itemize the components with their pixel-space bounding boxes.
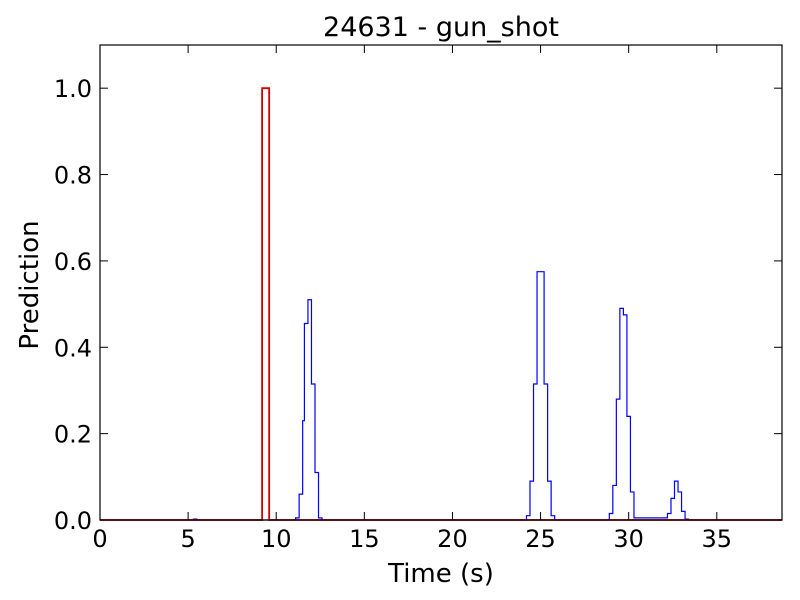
series-line-1: [100, 87, 782, 521]
y-tick-label: 0.8: [54, 162, 92, 190]
x-tick-label: 5: [180, 525, 195, 553]
x-tick-label: 20: [437, 525, 468, 553]
plot-area: [100, 87, 782, 521]
x-tick-label: 10: [261, 525, 292, 553]
series-line-0: [100, 271, 782, 521]
y-tick-label: 0.6: [54, 248, 92, 276]
chart-title: 24631 - gun_shot: [323, 12, 559, 43]
x-tick-label: 25: [525, 525, 556, 553]
x-axis-label: Time (s): [387, 559, 494, 589]
y-tick-label: 0.0: [54, 507, 92, 535]
y-tick-label: 0.4: [54, 334, 92, 362]
plot-frame: [99, 44, 783, 521]
y-tick-label: 0.2: [54, 421, 92, 449]
y-axis-label: Prediction: [15, 220, 45, 349]
x-tick-label: 30: [613, 525, 644, 553]
y-tick-label: 1.0: [54, 75, 92, 103]
x-tick-label: 0: [92, 525, 107, 553]
x-tick-label: 35: [702, 525, 733, 553]
x-tick-label: 15: [349, 525, 380, 553]
